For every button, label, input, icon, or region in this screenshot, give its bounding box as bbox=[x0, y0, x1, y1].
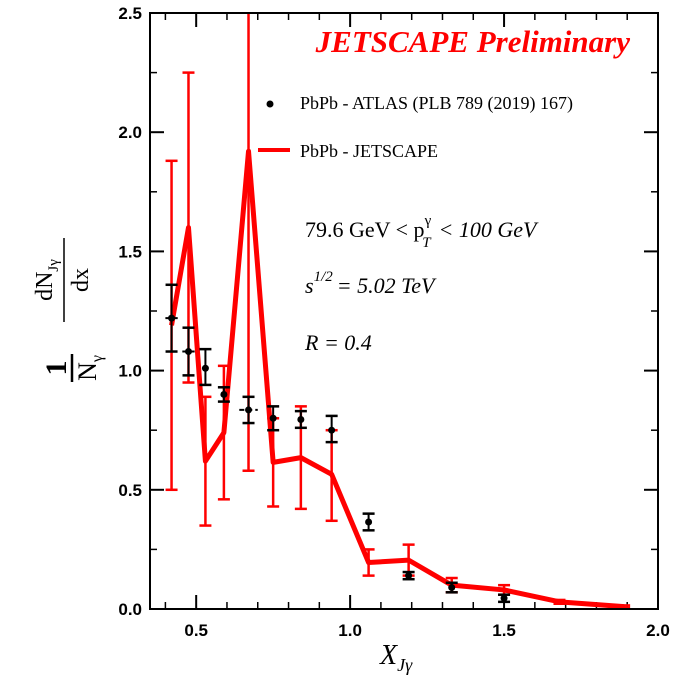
y-tick-label: 1.0 bbox=[118, 362, 142, 381]
y-tick-label: 0.0 bbox=[118, 600, 142, 619]
chart-title: JETSCAPE Preliminary bbox=[315, 24, 631, 59]
atlas-point bbox=[168, 314, 176, 322]
jetscape-line bbox=[169, 148, 625, 610]
axis-ticks: 0.5 1.0 1.5 2.0 0.0 0.5 1.0 1.5 2.0 2.5 bbox=[118, 4, 669, 640]
atlas-point bbox=[365, 518, 373, 526]
legend-label-jetscape: PbPb - JETSCAPE bbox=[300, 141, 438, 161]
atlas-point bbox=[500, 594, 508, 602]
y-axis-title-ngamma: Nγ bbox=[73, 355, 106, 381]
x-tick-label: 1.5 bbox=[492, 621, 516, 640]
atlas-point bbox=[201, 364, 209, 372]
y-axis-title: 1 Nγ dNJγ dx bbox=[32, 238, 106, 382]
annotation-energy-sup: 1/2 bbox=[314, 269, 334, 285]
legend-marker-atlas bbox=[266, 100, 274, 108]
y-tick-label: 0.5 bbox=[118, 481, 142, 500]
atlas-series bbox=[165, 283, 511, 604]
annotation-pt-text: 79.6 GeV < p bbox=[305, 217, 425, 242]
atlas-point bbox=[220, 390, 228, 398]
y-axis-title-dn: dNJγ bbox=[32, 259, 62, 301]
y-axis-title-one: 1 bbox=[40, 361, 73, 376]
atlas-point bbox=[328, 426, 336, 434]
annotation-pt-suffix: < 100 GeV bbox=[439, 217, 539, 242]
jetscape-series bbox=[169, 148, 625, 610]
annotation-radius: R = 0.4 bbox=[304, 330, 372, 355]
atlas-point bbox=[184, 348, 192, 356]
annotation-energy: s1/2 = 5.02 TeV bbox=[305, 269, 437, 298]
y-tick-label: 1.5 bbox=[118, 242, 142, 261]
annotation-energy-suffix: = 5.02 TeV bbox=[337, 273, 437, 298]
atlas-point bbox=[405, 572, 413, 580]
annotation-energy-text: s bbox=[305, 273, 314, 298]
annotation-pt-sub: T bbox=[422, 235, 432, 251]
x-tick-label: 1.0 bbox=[338, 621, 362, 640]
atlas-point bbox=[448, 584, 456, 592]
y-tick-label: 2.0 bbox=[118, 123, 142, 142]
y-axis-title-dx: dx bbox=[68, 268, 94, 292]
legend: PbPb - ATLAS (PLB 789 (2019) 167) PbPb -… bbox=[258, 93, 573, 161]
atlas-point bbox=[245, 406, 253, 414]
x-tick-label: 2.0 bbox=[646, 621, 670, 640]
legend-label-atlas: PbPb - ATLAS (PLB 789 (2019) 167) bbox=[300, 93, 573, 114]
annotation-pt-range: 79.6 GeV < pγ T < 100 GeV bbox=[305, 213, 539, 251]
annotation-pt-sup: γ bbox=[424, 213, 432, 229]
x-axis-title: XJγ bbox=[379, 640, 413, 675]
y-tick-label: 2.5 bbox=[118, 4, 142, 23]
plot-frame bbox=[149, 12, 659, 610]
x-tick-label: 0.5 bbox=[184, 621, 208, 640]
atlas-point bbox=[269, 414, 277, 422]
atlas-point bbox=[297, 415, 305, 423]
